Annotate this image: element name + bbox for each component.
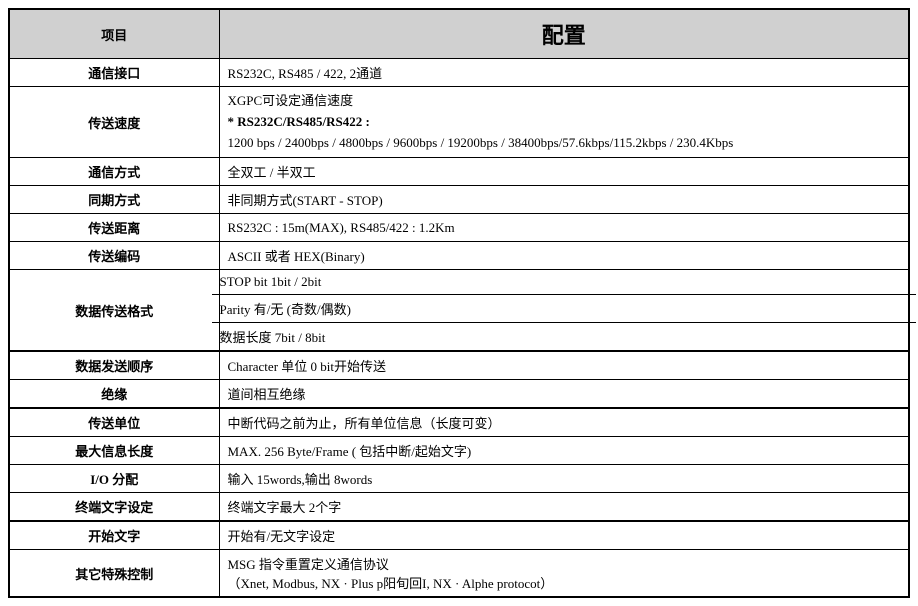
special-line1: MSG 指令重置定义通信协议	[228, 554, 901, 573]
header-config: 配置	[219, 9, 909, 59]
label-distance: 传送距离	[9, 214, 219, 242]
row-special-control: 其它特殊控制 MSG 指令重置定义通信协议 （Xnet, Modbus, NX …	[9, 550, 909, 598]
baud-line3: 1200 bps / 2400bps / 4800bps / 9600bps /…	[228, 133, 901, 154]
label-unit: 传送单位	[9, 408, 219, 437]
value-sync-mode: 非同期方式(START - STOP)	[219, 186, 909, 214]
label-send-order: 数据发送顺序	[9, 351, 219, 380]
value-terminal-char: 终端文字最大 2个字	[219, 493, 909, 522]
header-item: 项目	[9, 9, 219, 59]
label-data-format: 数据传送格式	[9, 270, 219, 352]
row-comm-mode: 通信方式 全双工 / 半双工	[9, 158, 909, 186]
value-distance: RS232C : 15m(MAX), RS485/422 : 1.2Km	[219, 214, 909, 242]
value-io-alloc: 输入 15words,输出 8words	[219, 465, 909, 493]
label-start-char: 开始文字	[9, 521, 219, 550]
value-comm-mode: 全双工 / 半双工	[219, 158, 909, 186]
label-sync-mode: 同期方式	[9, 186, 219, 214]
label-max-length: 最大信息长度	[9, 437, 219, 465]
row-terminal-char: 终端文字设定 终端文字最大 2个字	[9, 493, 909, 522]
header-row: 项目 配置	[9, 9, 909, 59]
value-start-char: 开始有/无文字设定	[219, 521, 909, 550]
spec-table: 项目 配置 通信接口 RS232C, RS485 / 422, 2通道 传送速度…	[8, 8, 910, 598]
row-baud-rate: 传送速度 XGPC可设定通信速度 * RS232C/RS485/RS422 : …	[9, 87, 909, 158]
special-line2: （Xnet, Modbus, NX · Plus p阳旬回I, NX · Alp…	[228, 573, 901, 592]
label-comm-mode: 通信方式	[9, 158, 219, 186]
row-encoding: 传送编码 ASCII 或者 HEX(Binary)	[9, 242, 909, 270]
label-io-alloc: I/O 分配	[9, 465, 219, 493]
value-special-control: MSG 指令重置定义通信协议 （Xnet, Modbus, NX · Plus …	[219, 550, 909, 598]
value-comm-interface: RS232C, RS485 / 422, 2通道	[219, 59, 909, 87]
row-unit: 传送单位 中断代码之前为止，所有单位信息（长度可变）	[9, 408, 909, 437]
label-comm-interface: 通信接口	[9, 59, 219, 87]
value-data-format: STOP bit 1bit / 2bit Parity 有/无 (奇数/偶数) …	[219, 270, 909, 352]
row-io-alloc: I/O 分配 输入 15words,输出 8words	[9, 465, 909, 493]
baud-line1: XGPC可设定通信速度	[228, 91, 901, 112]
value-insulation: 道间相互绝缘	[219, 380, 909, 409]
value-max-length: MAX. 256 Byte/Frame ( 包括中断/起始文字)	[219, 437, 909, 465]
row-comm-interface: 通信接口 RS232C, RS485 / 422, 2通道	[9, 59, 909, 87]
label-insulation: 绝缘	[9, 380, 219, 409]
row-send-order: 数据发送顺序 Character 单位 0 bit开始传送	[9, 351, 909, 380]
format-stop-bit: STOP bit 1bit / 2bit	[212, 270, 917, 294]
label-baud-rate: 传送速度	[9, 87, 219, 158]
value-send-order: Character 单位 0 bit开始传送	[219, 351, 909, 380]
format-data-length: 数据长度 7bit / 8bit	[212, 322, 917, 350]
row-distance: 传送距离 RS232C : 15m(MAX), RS485/422 : 1.2K…	[9, 214, 909, 242]
row-max-length: 最大信息长度 MAX. 256 Byte/Frame ( 包括中断/起始文字)	[9, 437, 909, 465]
value-encoding: ASCII 或者 HEX(Binary)	[219, 242, 909, 270]
label-terminal-char: 终端文字设定	[9, 493, 219, 522]
label-encoding: 传送编码	[9, 242, 219, 270]
value-unit: 中断代码之前为止，所有单位信息（长度可变）	[219, 408, 909, 437]
format-parity: Parity 有/无 (奇数/偶数)	[212, 294, 917, 322]
row-data-format: 数据传送格式 STOP bit 1bit / 2bit Parity 有/无 (…	[9, 270, 909, 352]
row-insulation: 绝缘 道间相互绝缘	[9, 380, 909, 409]
row-sync-mode: 同期方式 非同期方式(START - STOP)	[9, 186, 909, 214]
value-baud-rate: XGPC可设定通信速度 * RS232C/RS485/RS422 : 1200 …	[219, 87, 909, 158]
row-start-char: 开始文字 开始有/无文字设定	[9, 521, 909, 550]
label-special-control: 其它特殊控制	[9, 550, 219, 598]
baud-line2: * RS232C/RS485/RS422 :	[228, 112, 901, 133]
